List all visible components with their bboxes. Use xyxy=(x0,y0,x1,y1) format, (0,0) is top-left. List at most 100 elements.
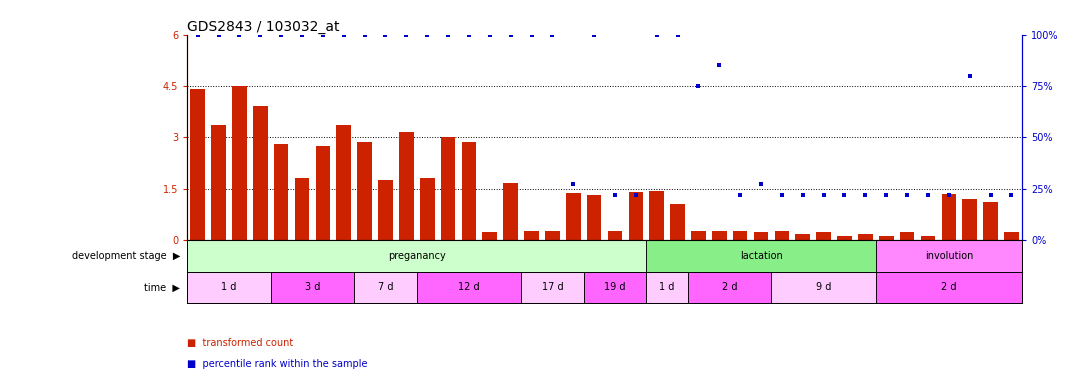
Text: lactation: lactation xyxy=(739,251,782,261)
Bar xyxy=(876,271,1022,303)
Text: involution: involution xyxy=(924,251,973,261)
Text: 1 d: 1 d xyxy=(221,283,236,293)
Point xyxy=(941,192,958,198)
Bar xyxy=(378,180,393,240)
Point xyxy=(210,31,227,38)
Bar xyxy=(503,184,518,240)
Point xyxy=(690,83,707,89)
Text: 2 d: 2 d xyxy=(942,283,957,293)
Bar xyxy=(670,204,685,240)
Point xyxy=(189,31,207,38)
Bar xyxy=(461,142,476,240)
Text: 9 d: 9 d xyxy=(816,283,831,293)
Point xyxy=(356,31,373,38)
Point xyxy=(398,31,415,38)
Bar xyxy=(336,125,351,240)
Bar xyxy=(271,271,354,303)
Bar xyxy=(545,231,560,240)
Bar xyxy=(837,236,852,240)
Bar xyxy=(483,232,498,240)
Point xyxy=(315,31,332,38)
Point xyxy=(335,31,352,38)
Bar xyxy=(942,194,957,240)
Point xyxy=(565,181,582,187)
Bar xyxy=(858,234,873,240)
Point xyxy=(815,192,832,198)
Bar xyxy=(878,236,893,240)
Bar xyxy=(190,89,205,240)
Point xyxy=(648,31,666,38)
Point xyxy=(251,31,269,38)
Point xyxy=(607,192,624,198)
Point xyxy=(899,192,916,198)
Bar xyxy=(274,144,289,240)
Bar xyxy=(441,137,456,240)
Point xyxy=(794,192,811,198)
Bar xyxy=(628,192,643,240)
Point xyxy=(857,192,874,198)
Point xyxy=(774,192,791,198)
Point xyxy=(982,192,999,198)
Text: 12 d: 12 d xyxy=(458,283,479,293)
Text: 2 d: 2 d xyxy=(722,283,737,293)
Bar xyxy=(419,178,434,240)
Text: time  ▶: time ▶ xyxy=(144,283,181,293)
Bar xyxy=(232,86,247,240)
Text: 19 d: 19 d xyxy=(605,283,626,293)
Point xyxy=(585,31,602,38)
Point xyxy=(544,31,561,38)
Bar xyxy=(584,271,646,303)
Bar xyxy=(586,195,601,240)
Text: GDS2843 / 103032_at: GDS2843 / 103032_at xyxy=(187,20,340,33)
Bar xyxy=(816,232,831,240)
Bar xyxy=(775,231,790,240)
Point xyxy=(1003,192,1020,198)
Text: preganancy: preganancy xyxy=(388,251,445,261)
Point xyxy=(502,31,519,38)
Point xyxy=(482,31,499,38)
Bar xyxy=(354,271,417,303)
Bar xyxy=(771,271,876,303)
Text: 3 d: 3 d xyxy=(305,283,320,293)
Bar xyxy=(983,202,998,240)
Bar xyxy=(876,240,1022,271)
Bar xyxy=(691,231,706,240)
Point xyxy=(460,31,477,38)
Bar xyxy=(566,193,581,240)
Bar xyxy=(399,132,414,240)
Bar xyxy=(646,271,688,303)
Bar xyxy=(524,231,539,240)
Bar xyxy=(712,231,727,240)
Bar xyxy=(187,240,646,271)
Text: 7 d: 7 d xyxy=(378,283,393,293)
Bar xyxy=(900,232,915,240)
Point xyxy=(669,31,686,38)
Bar xyxy=(920,236,935,240)
Bar xyxy=(253,106,268,240)
Text: ■  percentile rank within the sample: ■ percentile rank within the sample xyxy=(187,359,368,369)
Bar xyxy=(646,240,875,271)
Bar xyxy=(1004,232,1019,240)
Bar xyxy=(688,271,771,303)
Point xyxy=(418,31,435,38)
Bar xyxy=(294,178,309,240)
Point xyxy=(273,31,290,38)
Bar xyxy=(357,142,372,240)
Point xyxy=(440,31,457,38)
Bar xyxy=(753,232,768,240)
Bar xyxy=(187,271,271,303)
Point xyxy=(377,31,394,38)
Point xyxy=(523,31,540,38)
Text: 1 d: 1 d xyxy=(659,283,675,293)
Text: 17 d: 17 d xyxy=(541,283,563,293)
Bar xyxy=(211,125,226,240)
Bar xyxy=(733,231,748,240)
Text: ■  transformed count: ■ transformed count xyxy=(187,338,293,348)
Text: development stage  ▶: development stage ▶ xyxy=(72,251,181,261)
Bar xyxy=(649,191,664,240)
Point xyxy=(293,31,310,38)
Point xyxy=(877,192,895,198)
Point xyxy=(919,192,936,198)
Bar xyxy=(962,199,977,240)
Bar xyxy=(316,146,331,240)
